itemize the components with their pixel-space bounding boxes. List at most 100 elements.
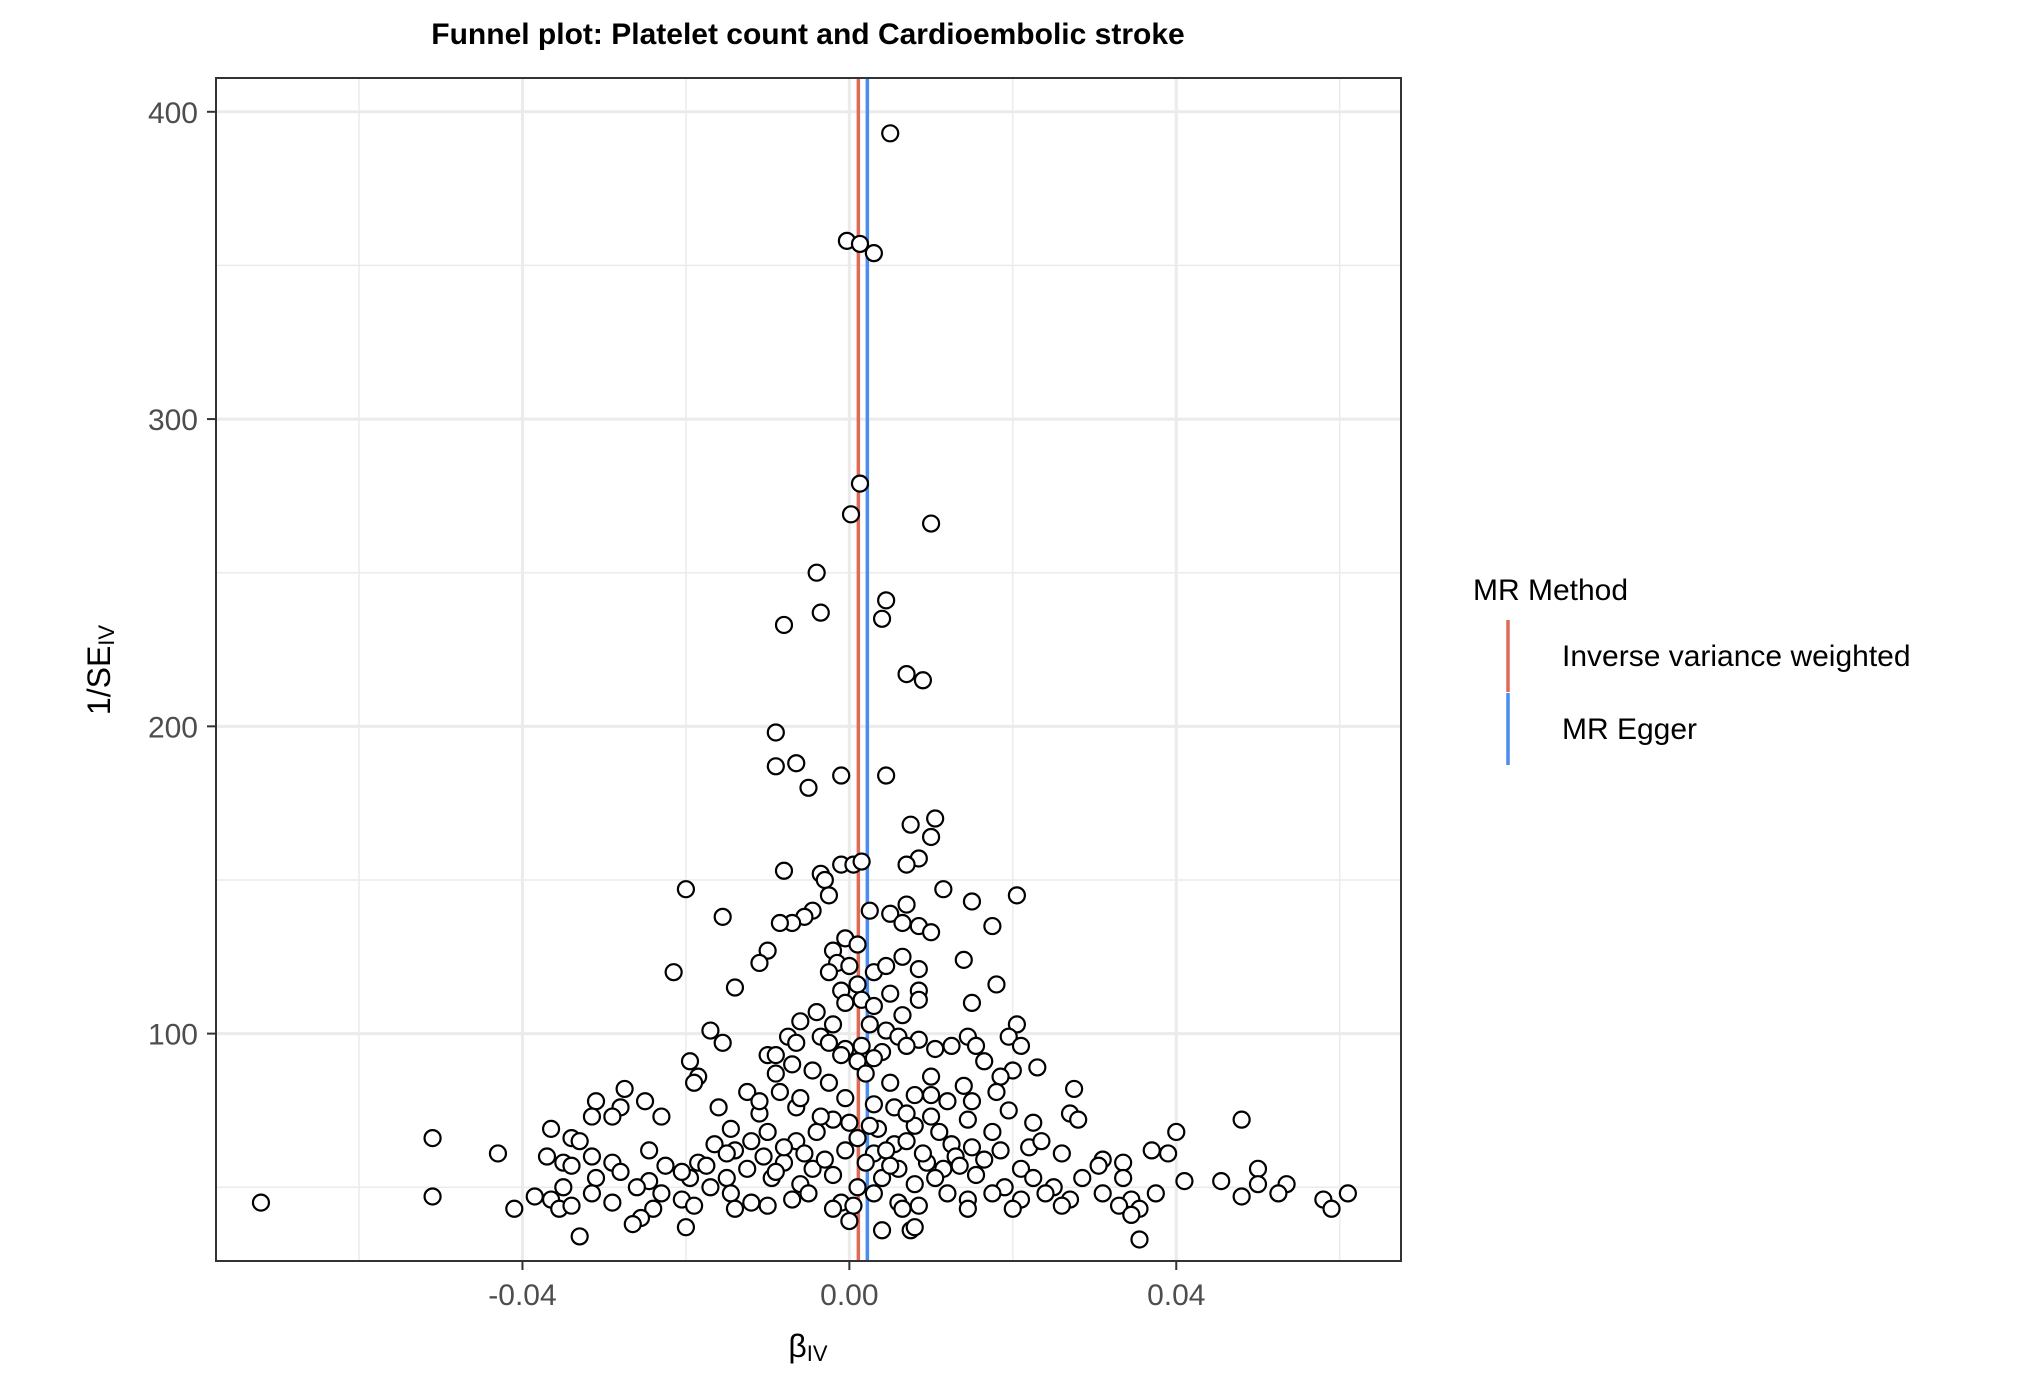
data-point <box>644 1199 663 1218</box>
data-point <box>991 1067 1010 1086</box>
data-point <box>1175 1172 1194 1191</box>
data-point <box>721 1184 740 1203</box>
data-point <box>905 1116 924 1135</box>
data-point <box>1093 1184 1112 1203</box>
data-point <box>766 1046 785 1065</box>
data-point <box>701 1021 720 1040</box>
data-point <box>1003 1199 1022 1218</box>
data-point <box>958 1110 977 1129</box>
data-point <box>850 474 870 493</box>
data-point <box>799 778 818 797</box>
data-point <box>791 1012 810 1031</box>
plot-panel-background <box>216 78 1401 1261</box>
data-point <box>725 1199 745 1218</box>
data-point <box>1167 1122 1186 1142</box>
y-axis-label: 1/SEIV <box>81 625 119 715</box>
data-point <box>836 1141 855 1160</box>
data-point <box>983 1184 1002 1203</box>
data-point <box>766 1162 785 1181</box>
data-point <box>1114 1168 1133 1188</box>
data-point <box>664 963 683 982</box>
x-axis-label-subscript: IV <box>807 1341 828 1366</box>
data-point <box>705 1135 724 1154</box>
data-point <box>652 1107 671 1126</box>
data-point <box>864 996 883 1016</box>
data-point <box>897 665 916 684</box>
data-point <box>1142 1141 1161 1160</box>
data-point <box>897 895 916 914</box>
data-point <box>603 1107 622 1126</box>
data-point <box>954 1076 973 1095</box>
data-point <box>656 1156 675 1175</box>
data-point <box>860 901 879 920</box>
data-point <box>570 1132 589 1151</box>
data-point <box>881 984 900 1003</box>
data-point <box>864 1095 883 1114</box>
data-point <box>774 1138 794 1157</box>
data-point <box>872 1168 892 1188</box>
data-point <box>823 1199 843 1218</box>
data-point <box>603 1193 622 1212</box>
data-point <box>877 591 896 610</box>
data-point <box>962 892 982 911</box>
data-point <box>1007 1015 1026 1034</box>
data-point <box>852 1036 871 1056</box>
data-point <box>680 1052 700 1071</box>
data-point <box>1338 1184 1357 1203</box>
data-point <box>897 1104 916 1123</box>
x-axis-ticks: -0.04 0.00 0.04 <box>488 1261 1205 1312</box>
data-point <box>832 1046 851 1065</box>
data-point <box>684 1073 704 1092</box>
legend-label: Inverse variance weighted <box>1562 640 1911 673</box>
data-point <box>819 886 839 905</box>
data-point <box>738 1159 757 1178</box>
data-point <box>921 1085 941 1105</box>
data-point <box>881 124 900 143</box>
data-point <box>844 1196 863 1215</box>
data-point <box>754 1147 773 1166</box>
x-tick-label: -0.04 <box>488 1279 556 1312</box>
data-point <box>1146 1184 1165 1203</box>
data-point <box>848 1052 867 1071</box>
data-point <box>758 1122 777 1142</box>
data-point <box>423 1128 442 1148</box>
data-point <box>872 1221 892 1240</box>
data-point <box>582 1184 602 1203</box>
data-point <box>1130 1230 1149 1249</box>
data-point <box>897 1036 916 1056</box>
data-point <box>881 1156 900 1175</box>
data-point <box>742 1132 761 1151</box>
data-point <box>505 1199 524 1218</box>
data-point <box>848 1178 867 1197</box>
data-point <box>1024 1168 1043 1188</box>
data-point <box>905 1218 924 1237</box>
data-point <box>697 1156 716 1175</box>
data-point <box>791 1089 810 1108</box>
data-point <box>840 1113 859 1132</box>
data-point <box>676 1218 696 1237</box>
data-point <box>766 757 785 776</box>
data-point <box>815 1150 834 1169</box>
data-point <box>954 950 973 969</box>
data-point <box>860 1015 879 1034</box>
data-point <box>962 1138 982 1157</box>
data-point <box>926 809 945 828</box>
data-point <box>848 1128 867 1148</box>
data-point <box>872 609 892 628</box>
data-point <box>570 1227 589 1246</box>
data-point <box>807 1122 826 1142</box>
data-point <box>1028 1058 1047 1077</box>
data-point <box>758 1196 777 1215</box>
legend-entries: Inverse variance weighted MR Egger <box>1506 620 1911 765</box>
data-point <box>783 1190 802 1209</box>
data-point <box>799 1184 818 1203</box>
data-point <box>877 956 896 976</box>
data-point <box>893 1006 912 1025</box>
data-point <box>1011 1036 1031 1056</box>
chart-title: Funnel plot: Platelet count and Cardioem… <box>431 18 1184 51</box>
data-point <box>832 766 851 785</box>
data-point <box>962 993 982 1012</box>
data-point <box>926 1168 945 1188</box>
data-point <box>836 1089 855 1108</box>
data-point <box>582 1147 602 1166</box>
